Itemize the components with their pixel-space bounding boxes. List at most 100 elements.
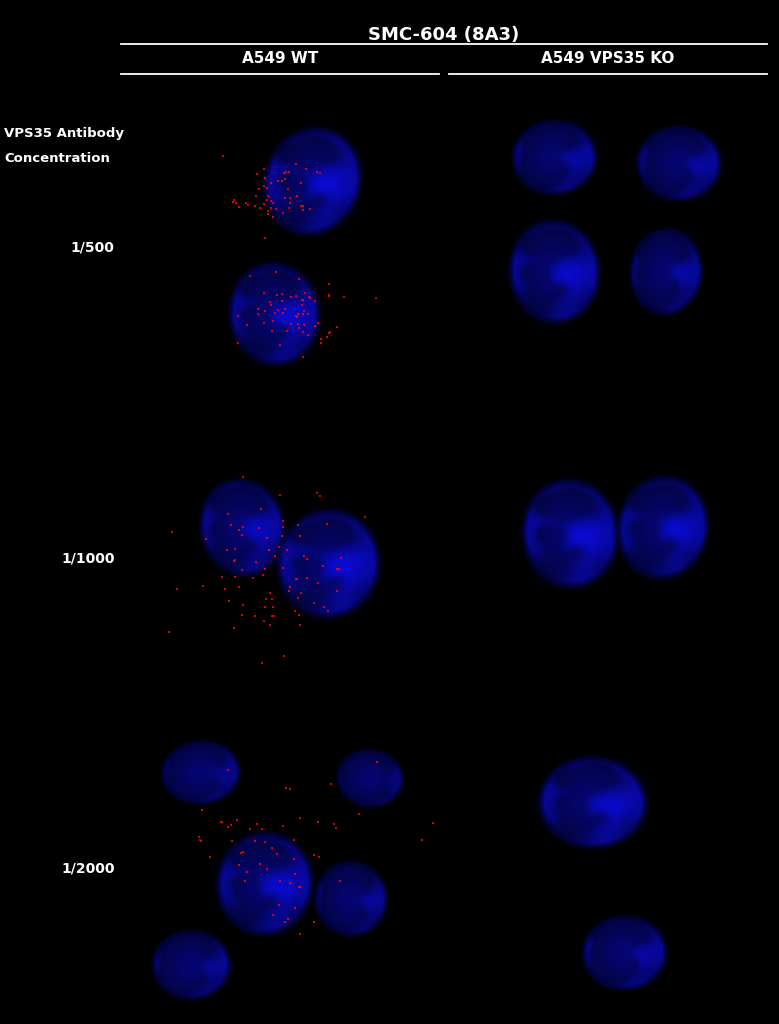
Point — [281, 911, 294, 928]
Point — [308, 317, 321, 334]
Point — [285, 289, 298, 305]
Point — [240, 195, 252, 211]
Point — [290, 156, 302, 172]
Point — [308, 847, 320, 863]
Point — [324, 324, 337, 340]
Point — [271, 846, 284, 862]
Point — [301, 551, 313, 567]
Point — [283, 200, 295, 216]
Point — [267, 209, 280, 225]
Point — [241, 197, 254, 213]
Point — [266, 840, 278, 856]
Point — [294, 879, 306, 895]
Point — [258, 285, 270, 301]
Point — [254, 200, 266, 216]
Point — [277, 518, 290, 535]
Point — [294, 616, 306, 633]
Point — [291, 187, 303, 204]
Point — [241, 317, 253, 334]
Point — [284, 195, 296, 211]
Point — [225, 517, 238, 534]
Point — [223, 593, 235, 609]
Point — [308, 293, 321, 309]
Point — [247, 570, 259, 587]
Text: A549 VPS35 KO: A549 VPS35 KO — [541, 51, 675, 67]
Point — [259, 834, 271, 850]
Point — [323, 288, 335, 304]
Point — [231, 307, 244, 324]
Point — [263, 542, 275, 558]
Point — [323, 325, 335, 341]
Text: 1/1000: 1/1000 — [61, 551, 115, 565]
Point — [284, 189, 297, 206]
Point — [231, 811, 244, 827]
Point — [258, 178, 270, 195]
Point — [311, 485, 323, 502]
Point — [258, 314, 270, 331]
Point — [233, 857, 245, 873]
Point — [233, 199, 245, 215]
Point — [259, 303, 271, 319]
Point — [297, 292, 309, 308]
Point — [301, 328, 314, 344]
Point — [256, 820, 268, 837]
Point — [284, 580, 296, 596]
Point — [276, 527, 288, 544]
Point — [273, 896, 285, 912]
Point — [266, 608, 278, 625]
Point — [216, 568, 228, 585]
Point — [331, 319, 344, 336]
Point — [289, 899, 301, 915]
Point — [276, 293, 288, 309]
Point — [260, 860, 273, 877]
Point — [230, 195, 242, 211]
Point — [251, 166, 263, 182]
Text: Concentration: Concentration — [4, 153, 110, 165]
Point — [293, 319, 305, 336]
Point — [297, 325, 309, 341]
Point — [292, 306, 305, 323]
Point — [282, 181, 294, 198]
Point — [279, 301, 291, 317]
Point — [258, 196, 270, 212]
Point — [291, 309, 303, 326]
Point — [272, 302, 284, 318]
Point — [293, 606, 305, 623]
Point — [193, 831, 206, 848]
Point — [353, 806, 365, 822]
Point — [331, 561, 344, 578]
Point — [222, 506, 234, 522]
Point — [165, 524, 178, 541]
Point — [312, 574, 324, 591]
Point — [225, 834, 238, 850]
Point — [301, 305, 314, 322]
Point — [288, 865, 301, 882]
Point — [284, 874, 296, 891]
Point — [314, 164, 326, 180]
Point — [323, 275, 335, 292]
Point — [371, 754, 383, 770]
Point — [163, 625, 175, 641]
Point — [270, 201, 282, 217]
Point — [244, 267, 256, 284]
Point — [234, 845, 247, 861]
Point — [330, 820, 343, 837]
Point — [277, 818, 289, 835]
Point — [298, 302, 310, 318]
Point — [266, 323, 278, 339]
Point — [290, 570, 302, 587]
Point — [229, 569, 241, 586]
Point — [216, 814, 228, 830]
Point — [222, 819, 234, 836]
Point — [219, 581, 231, 597]
Point — [196, 578, 209, 594]
Point — [222, 762, 234, 778]
Point — [232, 335, 245, 351]
Point — [196, 802, 208, 818]
Point — [279, 171, 291, 187]
Point — [228, 553, 241, 569]
Point — [277, 304, 289, 321]
Point — [250, 816, 263, 833]
Point — [295, 292, 308, 308]
Point — [277, 165, 290, 181]
